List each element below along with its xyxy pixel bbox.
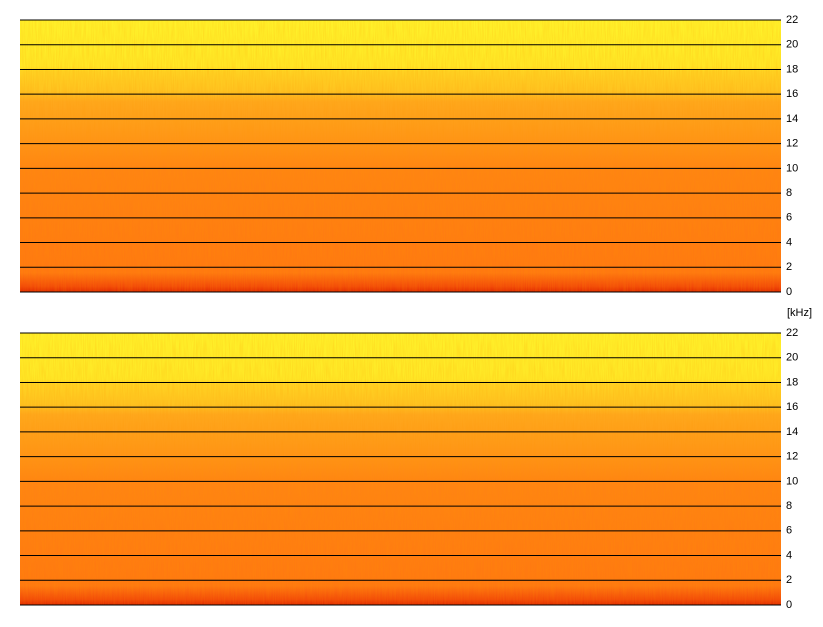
y-tick-label: 0 (786, 599, 792, 611)
y-tick-label: 14 (786, 113, 798, 125)
y-tick-label: 22 (786, 327, 798, 339)
y-tick-label: 8 (786, 187, 792, 199)
y-tick-label: 0 (786, 286, 792, 298)
y-tick-label: 14 (786, 426, 798, 438)
y-tick-label: 10 (786, 162, 798, 174)
spectrogram-texture (20, 333, 781, 605)
y-tick-label: 18 (786, 63, 798, 75)
y-tick-label: 20 (786, 352, 798, 364)
y-tick-label: 22 (786, 14, 798, 26)
y-tick-label: 12 (786, 138, 798, 150)
y-tick-label: 18 (786, 376, 798, 388)
y-tick-label: 4 (786, 236, 792, 248)
y-tick-label: 10 (786, 475, 798, 487)
y-tick-label: 2 (786, 574, 792, 586)
y-tick-label: 4 (786, 549, 792, 561)
y-tick-label: 6 (786, 525, 792, 537)
y-tick-label: 20 (786, 39, 798, 51)
y-tick-label: 6 (786, 212, 792, 224)
y-tick-label: 8 (786, 500, 792, 512)
y-axis-label: [kHz] (787, 307, 812, 319)
y-tick-label: 16 (786, 88, 798, 100)
y-tick-label: 2 (786, 261, 792, 273)
y-tick-label: 16 (786, 401, 798, 413)
spectrogram-texture (20, 20, 781, 292)
y-tick-label: 12 (786, 451, 798, 463)
